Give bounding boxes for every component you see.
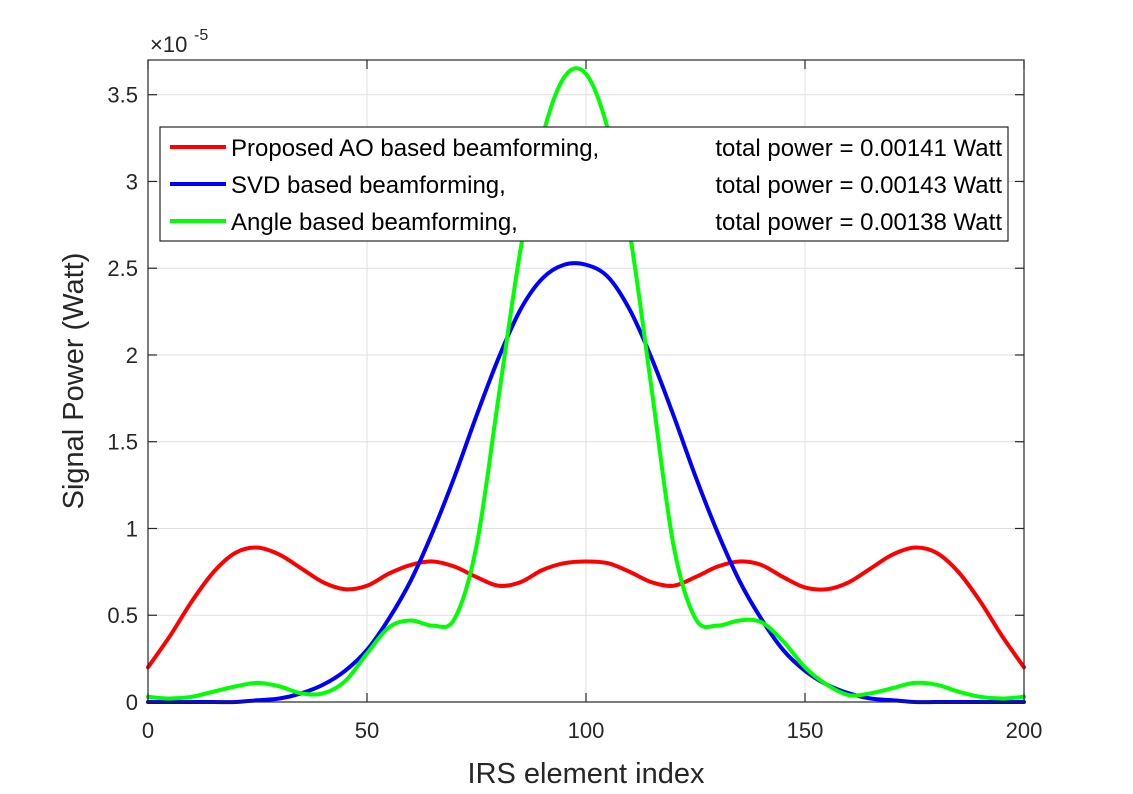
y-tick-label: 2: [126, 343, 138, 368]
y-tick-label: 0: [126, 690, 138, 715]
series-line-angle: [146, 66, 1026, 701]
y-tick-label: 1: [126, 516, 138, 541]
series-lines: [146, 66, 1026, 705]
legend-box: [159, 126, 1009, 242]
tick-marks: [147, 60, 1025, 703]
legend-label-ao: Proposed AO based beamforming,: [231, 135, 599, 162]
tick-labels: 0 50 100 150 200 0 0.5 1 1.5 2 2.5 3 3.5: [107, 83, 1042, 743]
x-tick-label: 200: [1006, 718, 1043, 743]
legend-power-ao: total power = 0.00141 Watt: [715, 135, 1002, 162]
y-exponent-base: ×10: [150, 32, 187, 57]
x-tick-label: 50: [355, 718, 379, 743]
y-tick-label: 3.5: [107, 83, 138, 108]
y-axis-label: Signal Power (Watt): [58, 253, 90, 510]
series-line-svd: [146, 261, 1026, 705]
x-tick-label: 150: [787, 718, 824, 743]
x-tick-label: 100: [568, 718, 605, 743]
y-exponent-power: -5: [194, 27, 208, 44]
y-tick-label: 1.5: [107, 430, 138, 455]
y-tick-label: 3: [126, 169, 138, 194]
legend-power-svd: total power = 0.00143 Watt: [715, 172, 1002, 199]
y-tick-label: 0.5: [107, 603, 138, 628]
x-tick-label: 0: [142, 718, 154, 743]
series-line-ao: [146, 545, 1026, 670]
legend-label-svd: SVD based beamforming,: [231, 172, 506, 199]
y-tick-label: 2.5: [107, 256, 138, 281]
legend: Proposed AO based beamforming, total pow…: [159, 126, 1009, 242]
legend-power-angle: total power = 0.00138 Watt: [715, 209, 1002, 236]
x-axis-label: IRS element index: [468, 758, 705, 790]
legend-label-angle: Angle based beamforming,: [231, 209, 518, 236]
